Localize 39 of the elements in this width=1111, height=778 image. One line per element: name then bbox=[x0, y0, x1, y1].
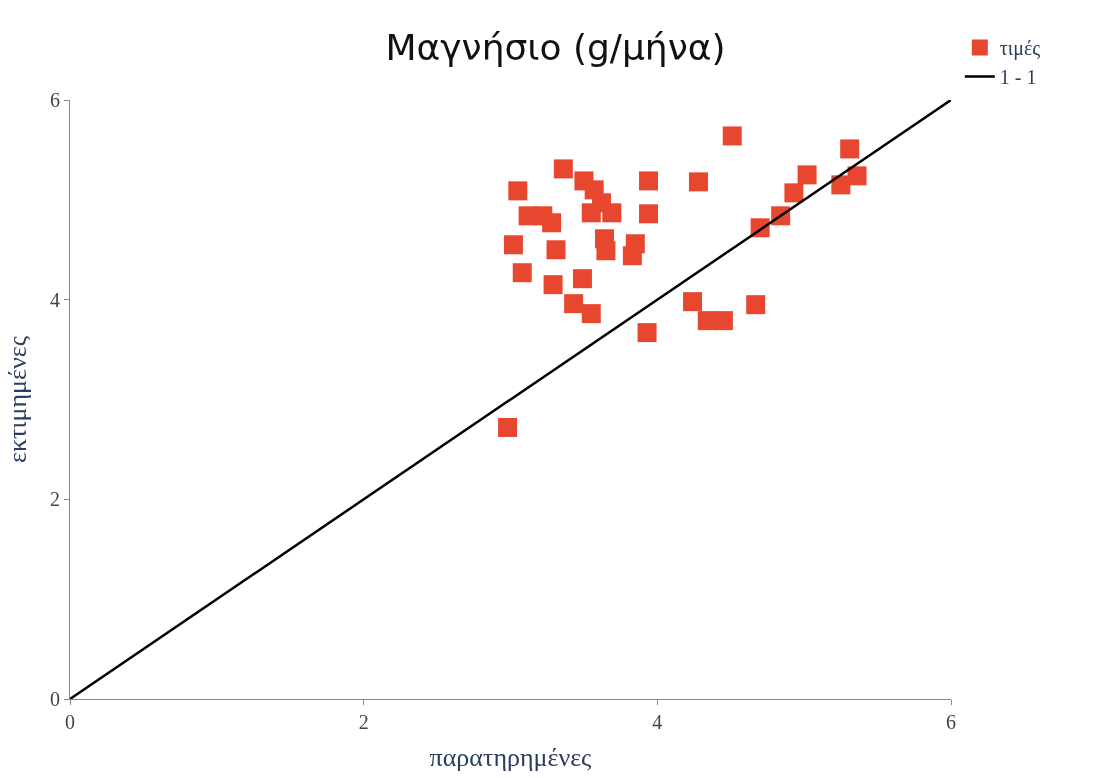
point bbox=[713, 311, 733, 331]
y-tick-label: 4 bbox=[50, 288, 60, 311]
point bbox=[797, 165, 817, 185]
point bbox=[543, 275, 563, 295]
point bbox=[498, 417, 518, 437]
chart-title: Μαγνήσιο (g/μήνα) bbox=[385, 27, 726, 69]
point bbox=[622, 246, 642, 266]
point bbox=[746, 295, 766, 315]
legend-label: τιμές bbox=[999, 37, 1041, 61]
point bbox=[542, 213, 562, 233]
legend-label: 1 - 1 bbox=[999, 66, 1037, 89]
y-tick-label: 2 bbox=[50, 488, 60, 511]
x-tick-label: 4 bbox=[652, 711, 663, 733]
point bbox=[596, 241, 616, 261]
point bbox=[581, 304, 601, 324]
x-tick-label: 2 bbox=[358, 711, 369, 733]
point bbox=[847, 166, 867, 186]
point bbox=[722, 126, 742, 146]
point bbox=[784, 183, 804, 203]
x-tick-label: 0 bbox=[65, 711, 75, 733]
point bbox=[639, 171, 659, 191]
x-tick-label: 6 bbox=[946, 711, 956, 733]
point bbox=[546, 240, 566, 260]
point bbox=[637, 323, 657, 343]
point bbox=[683, 292, 703, 312]
point bbox=[572, 269, 592, 289]
point bbox=[688, 172, 708, 192]
point bbox=[508, 181, 528, 201]
point bbox=[602, 203, 622, 223]
point bbox=[503, 235, 523, 255]
y-axis-title: εκτιμημένες bbox=[3, 335, 33, 463]
x-axis-title: παρατηρημένες bbox=[429, 742, 593, 772]
point bbox=[840, 139, 860, 159]
y-tick-label: 0 bbox=[50, 688, 60, 710]
y-tick-label: 6 bbox=[50, 89, 60, 111]
point bbox=[564, 294, 584, 314]
point bbox=[512, 263, 532, 283]
point bbox=[553, 159, 573, 179]
point bbox=[639, 204, 659, 224]
